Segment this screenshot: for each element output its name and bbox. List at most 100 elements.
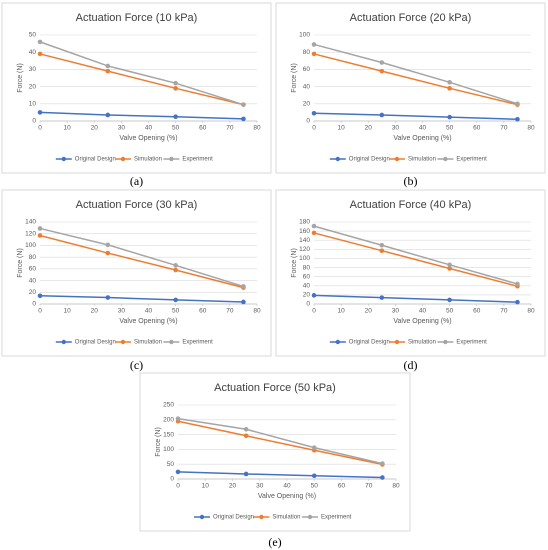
x-tick-label: 30 — [392, 125, 400, 132]
panel-caption: (c) — [130, 358, 143, 372]
y-tick-label: 100 — [25, 242, 36, 249]
x-tick-label: 0 — [38, 308, 42, 315]
legend-label: Experiment — [456, 340, 487, 346]
data-point — [447, 266, 452, 271]
x-tick-label: 80 — [253, 308, 261, 315]
x-tick-label: 80 — [527, 308, 535, 315]
legend-marker — [307, 514, 313, 520]
legend-marker — [120, 156, 126, 162]
data-point — [105, 242, 111, 248]
x-tick-label: 50 — [446, 125, 454, 132]
y-tick-label: 0 — [32, 301, 36, 308]
y-tick-label: 10 — [29, 101, 37, 108]
data-point — [241, 284, 246, 289]
y-tick-label: 80 — [29, 254, 37, 261]
series-line — [39, 227, 244, 288]
panel-caption: (d) — [404, 358, 418, 372]
legend-label: Simulation — [408, 340, 436, 346]
series-line — [313, 53, 518, 106]
x-axis-title: Valve Opening (%) — [119, 135, 177, 142]
y-tick-label: 80 — [303, 49, 311, 56]
x-tick-label: 80 — [527, 125, 535, 132]
x-tick-label: 10 — [202, 483, 210, 490]
x-tick-label: 20 — [91, 308, 99, 315]
series-line — [313, 225, 518, 285]
data-point — [173, 297, 178, 303]
y-tick-label: 140 — [299, 237, 310, 244]
x-tick-label: 70 — [226, 125, 234, 132]
y-axis-title: Force (N) — [17, 248, 24, 278]
data-point — [379, 295, 385, 300]
series-line — [177, 420, 383, 466]
data-point — [37, 39, 43, 45]
data-point — [105, 250, 111, 256]
chart-title: Actuation Force (50 kPa) — [214, 382, 336, 394]
y-tick-label: 0 — [170, 476, 174, 483]
series-line — [39, 295, 244, 303]
y-tick-label: 20 — [303, 292, 311, 299]
x-tick-label: 20 — [365, 308, 373, 315]
x-axis-title: Valve Opening (%) — [393, 135, 451, 142]
series-line — [177, 417, 383, 465]
y-tick-label: 60 — [303, 273, 311, 280]
y-tick-label: 0 — [32, 118, 36, 125]
data-point — [515, 299, 520, 305]
legend-marker — [394, 156, 400, 162]
legend-label: Simulation — [408, 157, 436, 163]
data-point — [380, 475, 385, 480]
x-tick-label: 30 — [256, 483, 264, 490]
x-tick-label: 10 — [64, 125, 72, 132]
x-tick-label: 40 — [145, 125, 153, 132]
data-point — [37, 293, 43, 299]
y-tick-label: 20 — [29, 289, 37, 296]
y-axis-title: Force (N) — [17, 63, 24, 93]
legend-label: Simulation — [134, 157, 162, 163]
legend-label: Simulation — [134, 340, 162, 346]
data-point — [37, 226, 43, 231]
x-axis-title: Valve Opening (%) — [119, 318, 177, 325]
y-tick-label: 40 — [29, 49, 37, 56]
y-tick-label: 20 — [29, 83, 37, 90]
data-point — [379, 68, 385, 74]
data-point — [105, 68, 111, 74]
data-point — [105, 295, 111, 300]
legend-marker — [335, 339, 340, 345]
data-point — [447, 114, 452, 120]
x-tick-label: 20 — [91, 125, 99, 132]
series-line — [39, 41, 244, 106]
chart-title: Actuation Force (10 kPa) — [76, 12, 198, 24]
panel-frame — [275, 2, 546, 174]
series-line — [313, 43, 518, 105]
data-point — [447, 262, 452, 268]
x-tick-label: 30 — [392, 308, 400, 315]
data-point — [379, 112, 385, 118]
legend-marker — [169, 156, 174, 162]
y-tick-label: 20 — [303, 101, 311, 108]
x-tick-label: 70 — [500, 308, 508, 315]
x-tick-label: 50 — [446, 308, 454, 315]
y-axis-title: Force (N) — [291, 63, 298, 93]
y-tick-label: 100 — [299, 32, 310, 39]
legend-label: Experiment — [182, 340, 213, 346]
legend-label: Experiment — [321, 515, 352, 521]
x-tick-label: 20 — [229, 483, 237, 490]
series-line — [313, 232, 518, 287]
legend-label: Experiment — [182, 157, 213, 163]
data-point — [311, 110, 317, 116]
x-tick-label: 40 — [283, 483, 291, 490]
legend-label: Original Design — [349, 157, 390, 163]
x-axis-title: Valve Opening (%) — [258, 493, 316, 500]
x-tick-label: 70 — [365, 483, 373, 490]
x-tick-label: 10 — [338, 308, 346, 315]
data-point — [241, 299, 246, 305]
y-tick-label: 140 — [25, 219, 36, 226]
data-point — [447, 297, 452, 303]
y-tick-label: 120 — [299, 246, 310, 253]
data-point — [173, 114, 178, 119]
legend-marker — [61, 156, 66, 162]
y-tick-label: 80 — [303, 264, 311, 271]
data-point — [241, 102, 246, 107]
x-tick-label: 20 — [365, 125, 373, 132]
data-point — [243, 471, 249, 477]
y-tick-label: 60 — [303, 66, 311, 73]
